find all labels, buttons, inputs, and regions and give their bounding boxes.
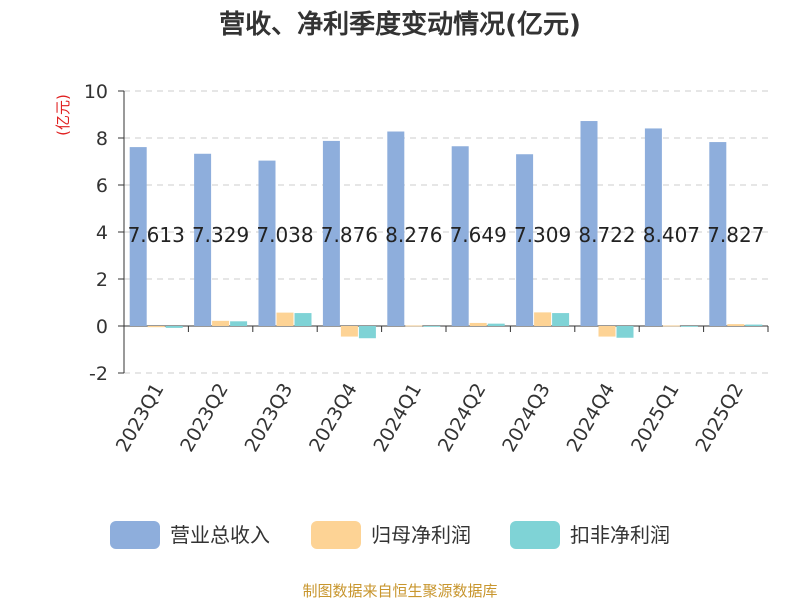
bar-2 <box>405 325 423 327</box>
bars <box>129 121 763 339</box>
y-tick-label: 0 <box>96 316 108 338</box>
chart-title: 营收、净利季度变动情况(亿元) <box>219 9 581 40</box>
x-tick-label: 2024Q2 <box>434 380 491 456</box>
data-label: 7.038 <box>256 223 313 247</box>
bar-2 <box>212 320 230 326</box>
bar-2 <box>469 322 487 326</box>
y-tick-label: 6 <box>96 175 108 197</box>
bar-3 <box>552 313 570 326</box>
data-labels: 7.613 7.329 7.038 7.876 8.276 7.649 7.309 8.722… <box>128 223 765 247</box>
x-tick-label: 2025Q1 <box>627 380 684 456</box>
bar-3 <box>487 323 505 326</box>
data-label: 7.613 <box>128 223 185 247</box>
bar-3 <box>358 326 376 339</box>
bar-3 <box>230 321 248 326</box>
legend-label: 营业总收入 <box>170 523 270 547</box>
bar-1 <box>387 131 405 326</box>
bar-3 <box>616 326 634 338</box>
legend-label: 扣非净利润 <box>570 523 670 547</box>
legend-label: 归母净利润 <box>371 523 471 547</box>
bar-2 <box>662 325 680 327</box>
data-label: 7.309 <box>514 223 571 247</box>
bar-1 <box>580 121 598 327</box>
bar-3 <box>294 313 312 326</box>
y-tick-label: -2 <box>89 363 108 385</box>
legend-swatch <box>110 521 160 549</box>
bar-1 <box>129 147 147 326</box>
bar-2 <box>147 326 165 328</box>
bar-3 <box>680 326 698 327</box>
bar-1 <box>322 140 340 326</box>
data-label: 7.649 <box>450 223 507 247</box>
x-tick-label: 2023Q4 <box>305 380 362 456</box>
x-tick-label: 2023Q3 <box>241 380 298 456</box>
data-label: 8.722 <box>578 223 635 247</box>
bar-1 <box>644 128 662 326</box>
y-tick-label: 2 <box>96 269 108 291</box>
legend: 营业总收入 归母净利润 扣非净利润 <box>110 521 670 549</box>
data-label: 7.876 <box>321 223 378 247</box>
bar-3 <box>165 326 183 328</box>
y-tick-label: 8 <box>96 128 108 150</box>
bar-1 <box>451 146 469 326</box>
bar-1 <box>258 160 276 326</box>
y-axis-label: (亿元) <box>54 94 72 136</box>
bar-2 <box>340 326 358 337</box>
data-label: 7.329 <box>192 223 249 247</box>
source-text: 制图数据来自恒生聚源数据库 <box>302 582 497 600</box>
x-tick-label: 2025Q2 <box>691 380 748 456</box>
bar-1 <box>516 154 534 326</box>
bar-1 <box>709 142 727 326</box>
y-tick-label: 4 <box>96 222 108 244</box>
x-tick-label: 2023Q2 <box>176 380 233 456</box>
bar-2 <box>598 326 616 337</box>
bar-2 <box>727 324 745 326</box>
bar-3 <box>745 324 763 326</box>
x-tick-label: 2024Q4 <box>563 380 620 456</box>
bar-2 <box>276 312 294 326</box>
data-label: 8.407 <box>643 223 700 247</box>
data-label: 7.827 <box>707 223 764 247</box>
legend-swatch <box>311 521 361 549</box>
y-tick-label: 10 <box>84 81 108 103</box>
x-tick-label: 2024Q3 <box>498 380 555 456</box>
bar-2 <box>534 312 552 326</box>
legend-swatch <box>510 521 560 549</box>
bar-3 <box>423 326 441 327</box>
x-tick-label: 2024Q1 <box>369 380 426 456</box>
data-label: 8.276 <box>385 223 442 247</box>
x-tick-label: 2023Q1 <box>112 380 169 456</box>
bar-1 <box>194 153 212 326</box>
